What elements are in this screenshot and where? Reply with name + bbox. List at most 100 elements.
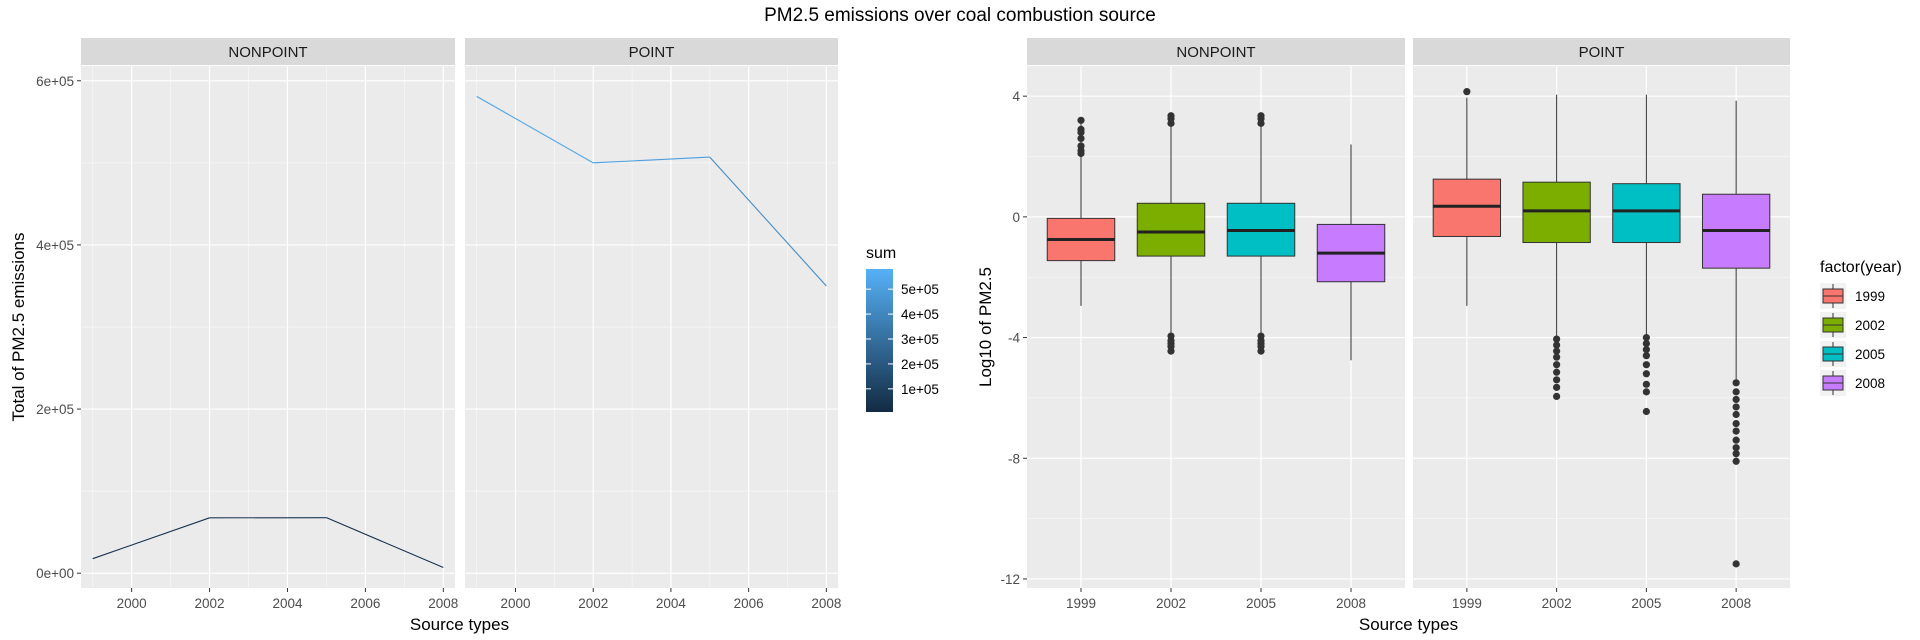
outlier-point — [1553, 383, 1561, 391]
box-iqr — [1612, 183, 1681, 244]
line-segment-nonpoint — [326, 517, 444, 568]
x-tick-label: 2008 — [811, 596, 841, 611]
x-tick-label: 2002 — [578, 596, 608, 611]
outlier-point — [1167, 347, 1175, 355]
outlier-point — [1077, 149, 1085, 158]
legend-key-1999 — [1820, 283, 1846, 309]
outlier-point — [1732, 560, 1740, 568]
outlier-point — [1732, 450, 1740, 458]
x-tick-label: 2008 — [1336, 596, 1366, 611]
y-tick-label: 0e+00 — [36, 566, 74, 581]
x-tick-label: 2006 — [734, 596, 764, 611]
box-point-2005 — [1612, 94, 1681, 416]
legend-label: 2008 — [1855, 376, 1885, 391]
x-tick-label: 2002 — [1156, 596, 1186, 611]
box-point-2008 — [1701, 100, 1771, 568]
x-axis-title: Source types — [410, 615, 509, 634]
outlier-point — [1642, 333, 1650, 342]
y-tick-label: -12 — [1000, 572, 1020, 587]
colorbar-label: 1e+05 — [901, 382, 939, 397]
outlier-point — [1553, 335, 1561, 343]
legend-label: 1999 — [1855, 289, 1885, 304]
x-tick-label: 2005 — [1631, 596, 1661, 611]
y-tick-label: -8 — [1008, 451, 1020, 466]
outlier-point — [1257, 347, 1265, 355]
outlier-point — [1642, 380, 1650, 388]
outlier-point — [1642, 407, 1650, 416]
x-tick-label: 2006 — [350, 596, 380, 611]
x-tick-label: 2004 — [272, 596, 303, 611]
x-tick-label: 2008 — [428, 596, 458, 611]
strip-label: POINT — [629, 44, 675, 61]
outlier-point — [1553, 376, 1561, 384]
outlier-point — [1553, 361, 1561, 369]
x-tick-label: 2002 — [1542, 596, 1572, 611]
y-axis-title: Total of PM2.5 emissions — [9, 233, 28, 422]
colorbar-label: 5e+05 — [901, 282, 939, 297]
outlier-point — [1732, 379, 1740, 387]
outlier-point — [1642, 346, 1650, 354]
box-iqr — [1522, 181, 1591, 244]
panel-background — [1027, 66, 1405, 588]
outlier-point — [1732, 457, 1740, 465]
y-axis-title: Log10 of PM2.5 — [976, 267, 995, 387]
colorbar — [866, 269, 893, 412]
outlier-point — [1732, 419, 1740, 428]
line-segment-nonpoint — [92, 517, 210, 560]
outlier-point — [1732, 403, 1740, 411]
colorbar-label: 3e+05 — [901, 332, 939, 347]
strip-label: POINT — [1579, 44, 1625, 61]
legend-title: factor(year) — [1820, 259, 1902, 276]
outlier-point — [1167, 119, 1175, 127]
box-nonpoint-1999 — [1046, 116, 1116, 306]
outlier-point — [1553, 341, 1561, 349]
legend-key-2005 — [1820, 341, 1846, 367]
outlier-point — [1642, 339, 1650, 348]
strip-nonpoint — [1027, 38, 1405, 65]
x-tick-label: 2002 — [195, 596, 225, 611]
outlier-point — [1642, 370, 1650, 378]
legend-label: 2002 — [1855, 318, 1885, 333]
line-segment-point — [709, 156, 827, 287]
outlier-point — [1732, 410, 1740, 419]
outlier-point — [1077, 116, 1085, 124]
y-tick-label: 0 — [1012, 210, 1020, 225]
box-point-2002 — [1522, 94, 1591, 400]
x-tick-label: 2000 — [500, 596, 530, 611]
legend-key-2002 — [1820, 312, 1846, 338]
line-chart-panels: NONPOINT 2000 2002 2004 2006 2008 POINT 2000 200… — [9, 38, 939, 634]
outlier-point — [1642, 361, 1650, 369]
y-tick-label: 4e+05 — [36, 238, 74, 253]
line-segment-point — [593, 156, 710, 164]
x-tick-label: 1999 — [1452, 596, 1482, 611]
outlier-point — [1732, 427, 1740, 435]
strip-point — [1413, 38, 1790, 65]
outlier-point — [1077, 128, 1085, 136]
box-nonpoint-2005 — [1226, 112, 1296, 355]
outlier-point — [1642, 352, 1650, 360]
box-iqr — [1432, 178, 1502, 237]
panel-background — [1413, 66, 1790, 588]
legend-label: 2005 — [1855, 347, 1885, 362]
box-nonpoint-2008 — [1316, 144, 1386, 361]
outlier-point — [1077, 134, 1085, 143]
outlier-point — [1257, 119, 1265, 127]
outlier-point — [1732, 388, 1740, 396]
y-tick-label: 2e+05 — [36, 402, 74, 417]
strip-label: NONPOINT — [228, 44, 307, 61]
colorbar-label: 2e+05 — [901, 357, 939, 372]
outlier-point — [1553, 353, 1561, 361]
box-nonpoint-2002 — [1136, 112, 1206, 355]
x-tick-label: 2004 — [656, 596, 687, 611]
outlier-point — [1732, 444, 1740, 452]
outlier-point — [1553, 347, 1561, 355]
y-tick-label: -4 — [1008, 331, 1020, 346]
outlier-point — [1732, 395, 1740, 404]
x-tick-label: 2008 — [1721, 596, 1751, 611]
outlier-point — [1553, 392, 1561, 400]
y-tick-label: 4 — [1012, 89, 1020, 104]
line-segment-point — [476, 95, 594, 164]
outlier-point — [1642, 388, 1650, 396]
strip-nonpoint — [81, 38, 455, 65]
